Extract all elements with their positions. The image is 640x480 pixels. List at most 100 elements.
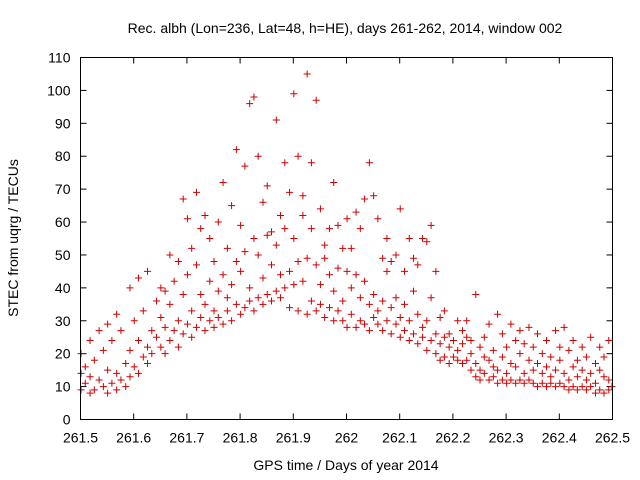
- data-point: [573, 373, 581, 381]
- data-point: [387, 330, 395, 338]
- data-point: [578, 343, 586, 351]
- data-point: [436, 313, 444, 321]
- data-point: [352, 323, 360, 331]
- data-point: [316, 281, 324, 289]
- data-point: [321, 241, 329, 249]
- x-tick-label: 262.3: [489, 430, 524, 446]
- data-point: [321, 254, 329, 262]
- data-point: [498, 353, 506, 361]
- data-point: [520, 369, 528, 377]
- data-point: [347, 284, 355, 292]
- data-point: [113, 386, 121, 394]
- y-tick-label: 40: [55, 280, 71, 296]
- y-tick-label: 80: [55, 148, 71, 164]
- data-point: [405, 235, 413, 242]
- data-point: [454, 346, 462, 354]
- data-point: [232, 300, 240, 308]
- data-point: [436, 340, 444, 348]
- data-point: [489, 363, 497, 371]
- data-point: [286, 304, 294, 312]
- data-point: [552, 383, 560, 391]
- data-point: [516, 376, 524, 384]
- data-point: [104, 320, 112, 328]
- data-point: [219, 179, 227, 187]
- data-point: [472, 360, 480, 368]
- data-point: [254, 152, 262, 160]
- data-point: [463, 333, 471, 341]
- data-point: [113, 310, 121, 318]
- data-point: [122, 360, 130, 368]
- data-point: [507, 360, 515, 368]
- data-point: [113, 369, 121, 377]
- data-point: [130, 363, 138, 371]
- data-point: [232, 258, 240, 266]
- data-point: [272, 241, 280, 249]
- data-point: [503, 343, 511, 351]
- data-point: [99, 346, 107, 354]
- data-point: [263, 231, 271, 239]
- data-point: [387, 304, 395, 312]
- x-tick-label: 261.9: [276, 430, 311, 446]
- data-point: [197, 225, 205, 233]
- data-point: [573, 356, 581, 364]
- data-point: [379, 297, 387, 305]
- data-point: [259, 300, 267, 308]
- data-point: [90, 356, 98, 364]
- data-point: [267, 261, 275, 269]
- data-point: [512, 363, 520, 371]
- x-tick-label: 262.1: [382, 430, 417, 446]
- data-point: [219, 320, 227, 328]
- data-point: [134, 337, 142, 345]
- data-point: [600, 389, 608, 397]
- data-point: [86, 389, 94, 397]
- data-point: [467, 366, 475, 374]
- data-point: [423, 317, 431, 325]
- data-point: [148, 327, 156, 335]
- data-point: [77, 369, 85, 377]
- data-point: [427, 294, 435, 302]
- data-points: [77, 70, 616, 397]
- data-point: [485, 356, 493, 364]
- data-point: [520, 379, 528, 387]
- data-point: [157, 343, 165, 351]
- data-point: [277, 271, 285, 279]
- data-point: [512, 337, 520, 345]
- data-point: [516, 350, 524, 358]
- data-point: [214, 313, 222, 321]
- data-point: [201, 211, 209, 219]
- data-point: [126, 373, 134, 381]
- data-point: [81, 363, 89, 371]
- data-point: [543, 383, 551, 391]
- y-tick-label: 20: [55, 346, 71, 362]
- data-point: [419, 323, 427, 331]
- data-point: [472, 290, 480, 298]
- data-point: [223, 307, 231, 315]
- data-point: [179, 195, 187, 203]
- data-point: [449, 353, 457, 361]
- data-point: [605, 376, 613, 384]
- y-tick-label: 10: [55, 379, 71, 395]
- data-point: [214, 287, 222, 295]
- data-point: [565, 376, 573, 384]
- data-point: [161, 350, 169, 358]
- data-point: [379, 327, 387, 335]
- data-point: [294, 152, 302, 160]
- data-point: [507, 320, 515, 328]
- data-point: [188, 333, 196, 341]
- data-point: [454, 317, 462, 325]
- data-point: [246, 284, 254, 292]
- x-tick-label: 262.2: [435, 430, 470, 446]
- data-point: [383, 267, 391, 275]
- data-point: [134, 369, 142, 377]
- data-point: [81, 379, 89, 387]
- data-point: [480, 369, 488, 377]
- data-point: [476, 366, 484, 374]
- data-point: [259, 274, 267, 282]
- data-point: [361, 195, 369, 203]
- data-point: [174, 317, 182, 325]
- data-point: [254, 251, 262, 259]
- data-point: [219, 271, 227, 279]
- data-point: [370, 192, 378, 200]
- data-point: [210, 258, 218, 266]
- data-point: [458, 340, 466, 348]
